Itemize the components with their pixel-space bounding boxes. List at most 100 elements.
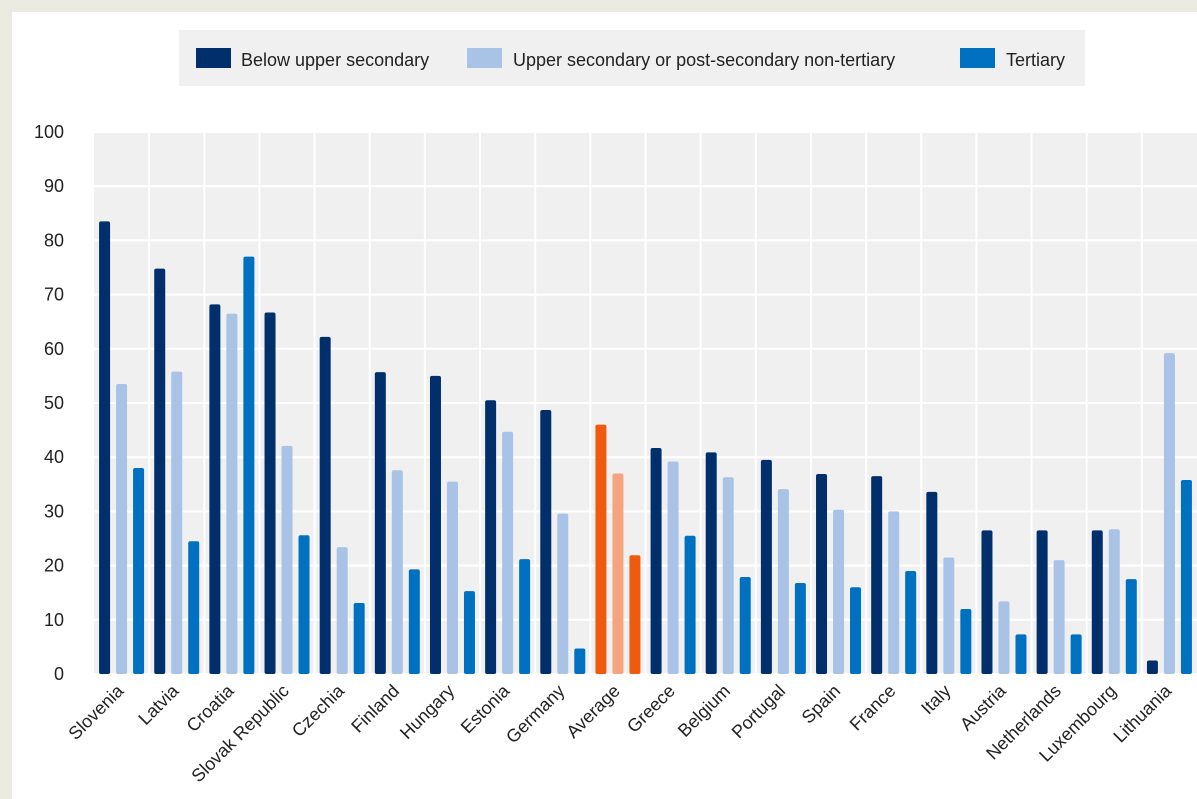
y-tick-label-80: 80 <box>44 230 64 250</box>
bar-belgium-upper-secondary-or-post-secondary-non-tertiary <box>722 477 734 674</box>
legend-label-below-upper-secondary: Below upper secondary <box>241 50 429 70</box>
y-tick-label-40: 40 <box>44 447 64 467</box>
x-tick-label-greece: Greece <box>623 681 679 737</box>
bar-slovak-republic-upper-secondary-or-post-secondary-non-tertiary <box>281 445 293 674</box>
bar-netherlands-below-upper-secondary <box>1036 530 1048 674</box>
bar-average-tertiary <box>629 555 641 674</box>
x-tick-label-latvia: Latvia <box>134 680 183 729</box>
bar-italy-below-upper-secondary <box>926 491 938 674</box>
bar-slovak-republic-tertiary <box>298 535 310 674</box>
y-tick-label-10: 10 <box>44 610 64 630</box>
x-tick-label-croatia: Croatia <box>183 680 239 736</box>
legend-label-upper-secondary-or-post-secondary-non-tertiary: Upper secondary or post-secondary non-te… <box>513 50 895 70</box>
y-tick-label-20: 20 <box>44 556 64 576</box>
bar-hungary-upper-secondary-or-post-secondary-non-tertiary <box>446 481 458 674</box>
bar-hungary-below-upper-secondary <box>429 375 441 674</box>
bar-average-below-upper-secondary <box>595 424 607 674</box>
x-tick-label-austria: Austria <box>956 680 1010 734</box>
y-tick-label-60: 60 <box>44 339 64 359</box>
bar-germany-tertiary <box>574 648 586 674</box>
bar-portugal-below-upper-secondary <box>760 459 772 674</box>
bar-france-below-upper-secondary <box>871 476 883 674</box>
bar-lithuania-below-upper-secondary <box>1146 660 1158 674</box>
y-tick-label-0: 0 <box>54 664 64 684</box>
x-tick-label-germany: Germany <box>502 681 568 747</box>
bar-slovenia-upper-secondary-or-post-secondary-non-tertiary <box>116 384 128 674</box>
bar-lithuania-tertiary <box>1180 479 1192 674</box>
bars <box>99 221 1192 674</box>
bar-luxembourg-upper-secondary-or-post-secondary-non-tertiary <box>1108 529 1120 674</box>
bar-latvia-tertiary <box>188 541 200 674</box>
y-tick-label-70: 70 <box>44 285 64 305</box>
x-tick-label-average: Average <box>562 681 623 742</box>
bar-czechia-tertiary <box>353 602 365 674</box>
bar-croatia-tertiary <box>243 256 255 674</box>
x-tick-label-hungary: Hungary <box>396 681 458 743</box>
bar-austria-tertiary <box>1015 634 1027 674</box>
bar-finland-tertiary <box>408 569 420 674</box>
bar-belgium-tertiary <box>739 576 751 674</box>
grid-lines <box>94 131 1197 675</box>
bar-portugal-tertiary <box>794 582 806 674</box>
bar-slovenia-tertiary <box>133 468 145 674</box>
bar-slovak-republic-below-upper-secondary <box>264 312 276 674</box>
x-tick-label-slovenia: Slovenia <box>64 680 128 744</box>
bar-spain-tertiary <box>850 587 862 674</box>
bar-portugal-upper-secondary-or-post-secondary-non-tertiary <box>777 489 789 674</box>
y-tick-label-100: 100 <box>34 122 64 142</box>
bar-greece-tertiary <box>684 535 696 674</box>
bar-finland-upper-secondary-or-post-secondary-non-tertiary <box>391 470 403 674</box>
bar-hungary-tertiary <box>463 591 475 674</box>
bar-germany-below-upper-secondary <box>540 410 552 674</box>
x-tick-label-spain: Spain <box>798 681 845 728</box>
y-tick-label-30: 30 <box>44 501 64 521</box>
bar-italy-tertiary <box>960 608 972 674</box>
bar-france-tertiary <box>905 571 917 674</box>
bar-netherlands-tertiary <box>1070 634 1082 674</box>
bar-belgium-below-upper-secondary <box>705 452 717 674</box>
legend-swatch-upper-secondary-or-post-secondary-non-tertiary <box>467 48 502 68</box>
bar-spain-below-upper-secondary <box>816 474 828 674</box>
x-tick-label-belgium: Belgium <box>674 681 734 741</box>
bar-estonia-below-upper-secondary <box>485 400 497 674</box>
bar-france-upper-secondary-or-post-secondary-non-tertiary <box>888 511 900 674</box>
bar-slovenia-below-upper-secondary <box>99 221 111 674</box>
x-tick-label-slovak-republic: Slovak Republic <box>187 681 292 786</box>
bar-luxembourg-below-upper-secondary <box>1091 530 1103 674</box>
bar-finland-below-upper-secondary <box>374 372 386 674</box>
bar-estonia-upper-secondary-or-post-secondary-non-tertiary <box>502 431 514 674</box>
bar-austria-below-upper-secondary <box>981 530 993 674</box>
legend-box <box>179 30 1085 86</box>
bar-netherlands-upper-secondary-or-post-secondary-non-tertiary <box>1053 560 1065 674</box>
bar-austria-upper-secondary-or-post-secondary-non-tertiary <box>998 601 1010 674</box>
bar-greece-upper-secondary-or-post-secondary-non-tertiary <box>667 461 679 674</box>
y-axis: 0 10 20 30 40 50 60 70 80 90 100 <box>34 122 64 684</box>
x-tick-label-lithuania: Lithuania <box>1109 680 1176 747</box>
bar-czechia-below-upper-secondary <box>319 336 331 674</box>
bar-estonia-tertiary <box>519 559 531 674</box>
bar-chart: Below upper secondary Upper secondary or … <box>34 30 1197 786</box>
bar-luxembourg-tertiary <box>1125 579 1137 674</box>
y-tick-label-90: 90 <box>44 176 64 196</box>
bar-average-upper-secondary-or-post-secondary-non-tertiary <box>612 473 624 674</box>
legend: Below upper secondary Upper secondary or … <box>196 48 1065 70</box>
x-tick-label-italy: Italy <box>917 681 954 718</box>
x-tick-label-finland: Finland <box>347 681 403 737</box>
bar-croatia-upper-secondary-or-post-secondary-non-tertiary <box>226 313 238 674</box>
bar-germany-upper-secondary-or-post-secondary-non-tertiary <box>557 513 569 674</box>
bar-croatia-below-upper-secondary <box>209 304 221 674</box>
x-tick-label-czechia: Czechia <box>288 680 349 741</box>
bar-czechia-upper-secondary-or-post-secondary-non-tertiary <box>336 547 348 674</box>
x-tick-label-france: France <box>846 681 900 735</box>
bar-latvia-upper-secondary-or-post-secondary-non-tertiary <box>171 371 183 674</box>
y-tick-label-50: 50 <box>44 393 64 413</box>
bar-latvia-below-upper-secondary <box>154 268 166 674</box>
bar-greece-below-upper-secondary <box>650 447 662 674</box>
chart-panel: Below upper secondary Upper secondary or … <box>12 12 1197 799</box>
bar-lithuania-upper-secondary-or-post-secondary-non-tertiary <box>1163 353 1175 674</box>
bar-spain-upper-secondary-or-post-secondary-non-tertiary <box>833 509 845 674</box>
legend-swatch-tertiary <box>960 48 995 68</box>
x-tick-label-portugal: Portugal <box>728 681 790 743</box>
legend-swatch-below-upper-secondary <box>196 48 231 68</box>
